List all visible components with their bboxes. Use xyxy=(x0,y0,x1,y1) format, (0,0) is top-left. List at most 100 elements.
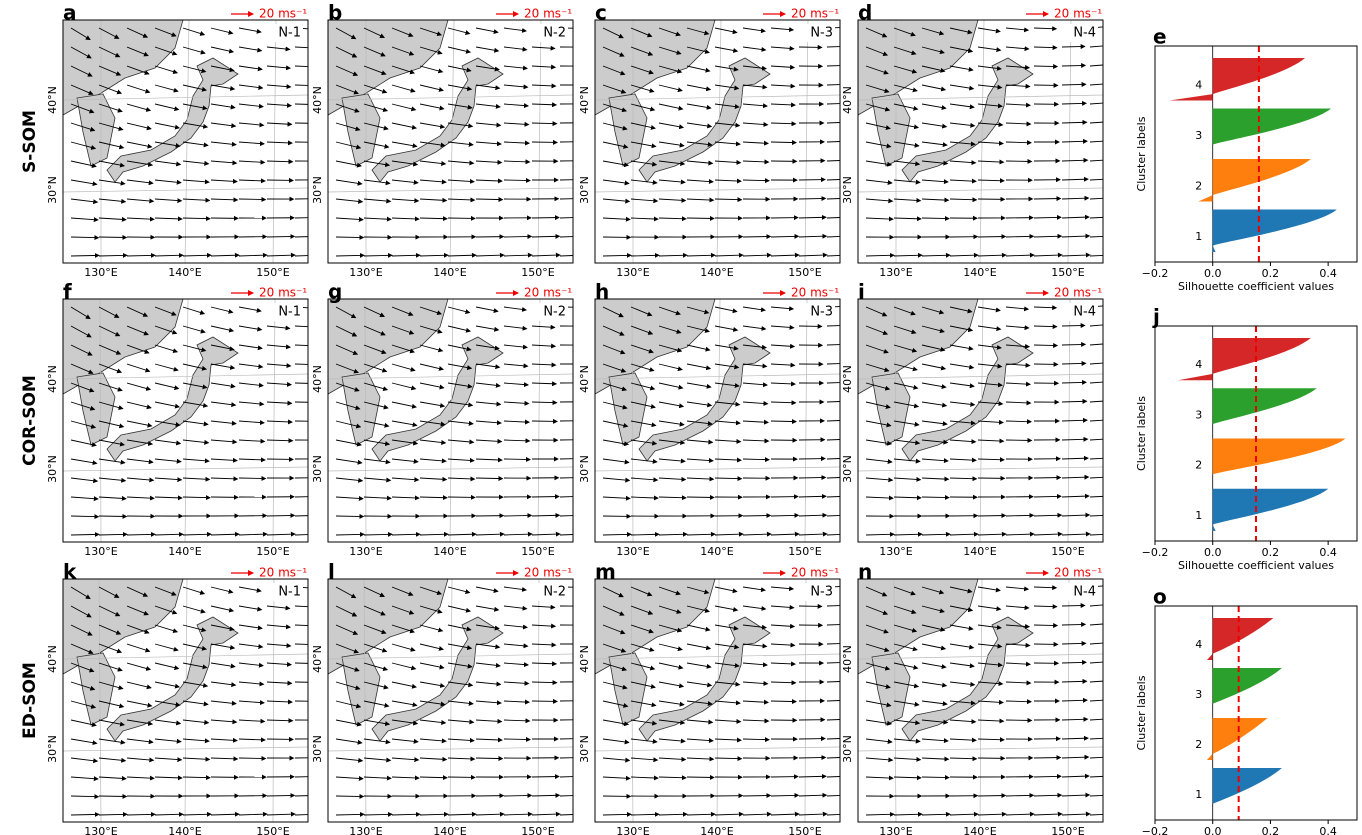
wind-vector xyxy=(98,325,121,337)
wind-vector xyxy=(154,681,181,689)
wind-vector xyxy=(630,160,658,167)
wind-vector xyxy=(714,178,742,184)
wind-vector xyxy=(1005,121,1032,127)
wind-vector xyxy=(419,643,444,651)
wind-vector xyxy=(70,141,97,150)
wind-vector xyxy=(865,420,892,428)
wind-vector xyxy=(210,420,237,426)
wind-vector xyxy=(182,65,207,74)
wind-vector xyxy=(154,531,184,537)
panel-letter: h xyxy=(595,280,609,304)
meridian xyxy=(537,20,542,263)
wind-vector xyxy=(447,605,472,613)
wind-vector xyxy=(182,420,209,427)
wind-vector xyxy=(154,179,182,185)
x-tick-label: 130°E xyxy=(879,266,912,279)
wind-vector xyxy=(826,515,840,517)
wind-vector xyxy=(154,586,177,596)
wind-vector xyxy=(98,495,127,501)
wind-vector xyxy=(126,738,154,745)
wind-vector xyxy=(363,775,392,781)
wind-vector xyxy=(1061,512,1091,518)
wind-vector xyxy=(602,216,631,222)
wind-vector xyxy=(154,160,182,167)
wind-vector xyxy=(865,382,891,391)
wind-vector xyxy=(98,700,125,709)
wind-vector xyxy=(238,27,262,34)
wind-vector xyxy=(826,122,840,124)
wind-vector xyxy=(98,198,127,204)
wind-vector xyxy=(826,534,840,536)
meridian xyxy=(537,299,541,542)
wind-vector xyxy=(210,700,237,706)
wind-vector xyxy=(742,103,768,109)
wind-vector xyxy=(559,814,573,816)
cluster-label: 3 xyxy=(1195,688,1202,701)
wind-vector xyxy=(335,179,363,186)
wind-vector xyxy=(1089,419,1103,422)
wind-vector xyxy=(770,699,798,705)
wind-vector xyxy=(335,531,365,537)
wind-vector xyxy=(503,252,533,258)
wind-vector xyxy=(531,83,557,89)
wind-vector xyxy=(826,382,840,384)
parallel xyxy=(63,373,308,380)
wind-vector xyxy=(335,586,357,599)
wind-vector xyxy=(182,624,207,633)
node-label: N-3 xyxy=(810,585,833,600)
wind-vector xyxy=(419,382,445,390)
cluster-label: 4 xyxy=(1195,358,1202,371)
wind-vector xyxy=(1061,233,1091,239)
wind-vector xyxy=(977,84,1003,90)
wind-vector xyxy=(266,400,293,406)
wind-vector xyxy=(266,102,293,108)
wind-vector xyxy=(602,141,629,149)
wind-vector xyxy=(391,344,415,354)
wind-vector xyxy=(126,344,150,354)
wind-vector xyxy=(391,531,421,537)
wind-vector xyxy=(630,531,660,537)
wind-vector xyxy=(770,102,797,108)
wind-vector xyxy=(154,420,181,427)
wind-vector xyxy=(714,159,742,165)
y-tick-label: 30°N xyxy=(311,176,324,204)
wind-vector xyxy=(503,400,530,406)
wind-vector xyxy=(742,121,769,127)
wind-vector xyxy=(630,306,653,317)
wind-vector xyxy=(475,737,503,743)
wind-vector xyxy=(630,382,656,391)
wind-vector xyxy=(503,121,530,127)
wind-vector xyxy=(770,324,795,330)
wind-vector xyxy=(363,46,386,57)
wind-vector xyxy=(70,217,99,223)
wind-vector xyxy=(70,235,100,241)
x-tick-label: 150°E xyxy=(788,825,821,835)
wind-vector xyxy=(419,141,446,148)
map-content xyxy=(328,20,573,263)
wind-vector xyxy=(98,46,121,58)
wind-vector xyxy=(70,719,97,728)
wind-vector xyxy=(363,700,390,708)
parallel xyxy=(595,373,840,380)
wind-vector xyxy=(294,103,308,105)
wind-vector xyxy=(98,477,127,483)
wind-vector xyxy=(503,662,529,668)
wind-vector xyxy=(865,65,889,75)
y-tick-label: 40°N xyxy=(311,365,324,393)
map-content xyxy=(595,299,840,542)
wind-vector xyxy=(210,586,234,594)
wind-vector xyxy=(475,159,503,165)
wind-vector xyxy=(1061,195,1090,201)
wind-vector xyxy=(210,178,238,184)
y-tick-label: 30°N xyxy=(311,735,324,763)
wind-vector xyxy=(391,605,415,615)
wind-vector xyxy=(447,141,474,147)
wind-vector xyxy=(391,27,414,38)
wind-vector xyxy=(419,756,448,762)
wind-vector xyxy=(893,401,920,409)
wind-vector xyxy=(893,476,922,482)
wind-vector xyxy=(1061,119,1088,125)
wind-vector xyxy=(798,214,827,220)
wind-vector xyxy=(742,586,766,593)
